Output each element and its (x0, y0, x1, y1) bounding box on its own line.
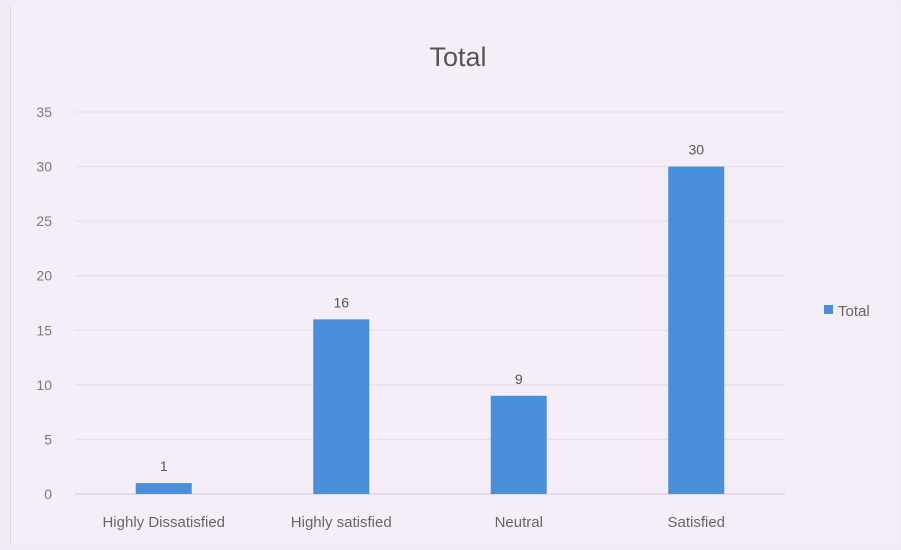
data-label: 16 (333, 294, 349, 310)
x-category-label: Satisfied (667, 514, 725, 531)
y-tick-label: 20 (36, 268, 52, 284)
y-tick-label: 10 (36, 377, 52, 393)
y-tick-label: 5 (44, 431, 52, 447)
data-label: 30 (688, 142, 704, 158)
legend: Total (824, 303, 870, 320)
y-tick-label: 15 (36, 322, 52, 338)
y-axis: 0 5 10 15 20 25 30 35 (36, 104, 52, 502)
x-category-label: Highly satisfied (291, 514, 392, 531)
bars: 1 16 9 30 (135, 142, 725, 495)
y-tick-label: 30 (36, 159, 52, 175)
chart-frame (10, 6, 897, 544)
y-tick-label: 35 (36, 104, 52, 120)
data-label: 1 (160, 458, 168, 474)
gridlines (75, 111, 785, 495)
bar-highly-dissatisfied (135, 483, 192, 494)
y-tick-label: 0 (44, 486, 52, 502)
x-category-label: Neutral (495, 514, 543, 531)
x-axis: Highly Dissatisfied Highly satisfied Neutr… (102, 514, 725, 531)
bar-highly-satisfied (313, 319, 370, 494)
legend-swatch (824, 305, 833, 314)
data-label: 9 (515, 371, 523, 387)
bar-neutral (490, 395, 547, 494)
x-category-label: Highly Dissatisfied (102, 514, 225, 531)
bar-satisfied (668, 166, 725, 495)
chart-title: Total (429, 42, 486, 72)
y-tick-label: 25 (36, 213, 52, 229)
legend-label: Total (838, 303, 870, 320)
